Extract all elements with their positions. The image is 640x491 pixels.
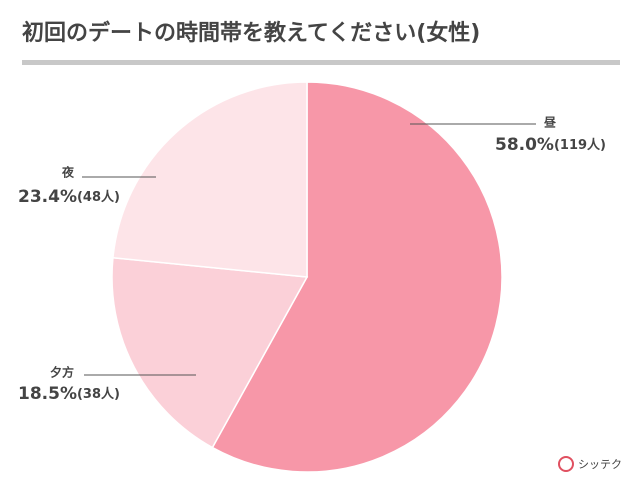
title-underline bbox=[22, 60, 620, 65]
pie-slice bbox=[111, 256, 309, 449]
count-label: (38人) bbox=[77, 386, 120, 402]
count-label: (119人) bbox=[554, 137, 606, 153]
slice-label: 18.5%(38人) bbox=[18, 384, 120, 404]
logo-icon bbox=[558, 456, 574, 472]
logo: シッテク bbox=[558, 456, 622, 472]
percent-label: 58.0% bbox=[495, 135, 554, 155]
slice-label: 58.0%(119人) bbox=[495, 135, 606, 155]
percent-label: 23.4% bbox=[18, 187, 77, 207]
count-label: (48人) bbox=[77, 189, 120, 205]
slice-name: 夜 bbox=[61, 165, 75, 180]
percent-label: 18.5% bbox=[18, 384, 77, 404]
slice-name: 昼 bbox=[543, 115, 557, 130]
slice-name: 夕方 bbox=[50, 365, 74, 380]
logo-text: シッテク bbox=[578, 458, 622, 471]
chart-title: 初回のデートの時間帯を教えてください(女性) bbox=[22, 20, 480, 46]
slice-label: 23.4%(48人) bbox=[18, 187, 120, 207]
pie-slice bbox=[211, 81, 503, 473]
pie-slice bbox=[112, 81, 308, 278]
